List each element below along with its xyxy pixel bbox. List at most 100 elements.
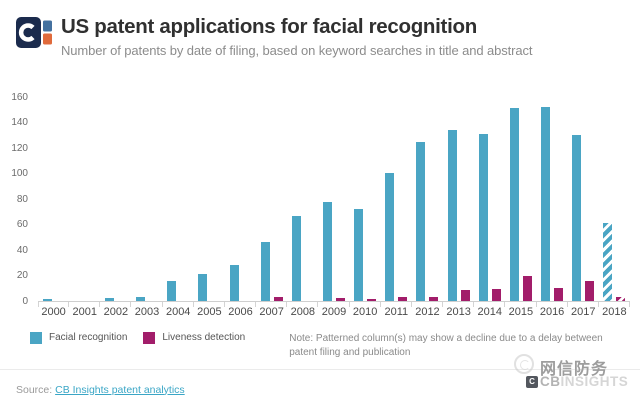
liveness-detection-bar-2014 — [491, 289, 501, 301]
plot-area — [38, 98, 631, 307]
liveness-detection-bar-2015 — [522, 276, 532, 301]
bar-group-2013 — [443, 98, 475, 307]
y-tick-label: 20 — [16, 270, 28, 282]
chart-subtitle: Number of patents by date of filing, bas… — [61, 42, 533, 58]
x-axis-label-2005: 2005 — [197, 305, 222, 318]
facial-recognition-bar-2006 — [229, 264, 239, 301]
bar-chart: 160 140 120 100 80 60 40 20 0 2000 2001 2002 2003 20… — [0, 92, 640, 318]
liveness-detection-bar-2017 — [585, 281, 595, 301]
y-tick-label: 120 — [11, 142, 28, 154]
x-axis-label-2003: 2003 — [134, 305, 160, 318]
liveness-detection-bar-2016 — [554, 287, 564, 301]
y-tick-label: 140 — [11, 117, 28, 129]
bar-group-2003 — [131, 98, 163, 307]
cb-insights-logo-icon — [16, 17, 52, 48]
x-axis-label-2018: 2018 — [602, 305, 627, 318]
watermark-brand: C CB INSIGHTS — [526, 374, 628, 389]
facial-recognition-bar-2009 — [322, 202, 332, 301]
liveness-detection-bar-2012 — [429, 296, 439, 301]
x-axis-label-2011: 2011 — [384, 305, 409, 318]
facial-recognition-bar-2003 — [136, 296, 146, 301]
legend: Facial recognition Liveness detection — [30, 331, 261, 344]
liveness-detection-bar-2013 — [460, 290, 470, 301]
facial-recognition-bar-2012 — [416, 142, 426, 301]
bar-group-2011 — [381, 98, 413, 307]
legend-label: Facial recognition — [49, 332, 128, 344]
liveness-detection-bar-2009 — [335, 298, 345, 301]
x-axis-label-2002: 2002 — [103, 305, 129, 318]
bar-group-2016 — [537, 98, 568, 307]
x-axis-label-2017: 2017 — [570, 305, 596, 318]
footer: Source: CB Insights patent analytics — [0, 370, 640, 396]
liveness-detection-bar-2011 — [398, 296, 408, 301]
legend-swatch-icon — [143, 331, 156, 344]
x-axis-label-2000: 2000 — [41, 305, 66, 318]
facial-recognition-bar-2015 — [509, 108, 519, 301]
x-axis-label-2004: 2004 — [165, 305, 191, 318]
watermark-chinese-text: 网信防务 — [540, 361, 609, 378]
bar-group-2014 — [474, 98, 506, 307]
bar-group-2008 — [287, 98, 319, 307]
x-axis-label-2001: 2001 — [72, 305, 97, 318]
facial-recognition-bar-2004 — [167, 281, 177, 301]
x-axis-label-2008: 2008 — [290, 305, 316, 318]
x-axis-label-2015: 2015 — [508, 305, 534, 318]
cb-insights-logo — [16, 17, 52, 53]
bar-group-2017 — [568, 98, 599, 307]
bar-group-2005 — [194, 98, 226, 307]
x-axis-label-2010: 2010 — [352, 305, 378, 318]
x-axis-label-2007: 2007 — [259, 305, 284, 318]
header: US patent applications for facial recogn… — [0, 0, 640, 58]
y-tick-label: 60 — [16, 219, 28, 231]
legend-swatch-icon — [30, 331, 42, 344]
y-tick-label: 0 — [22, 295, 28, 307]
x-axis-label-2006: 2006 — [228, 305, 253, 318]
bar-group-2007 — [256, 98, 288, 307]
facial-recognition-bar-2016 — [541, 106, 551, 301]
watermark-brand-cb: CB — [540, 374, 561, 389]
facial-recognition-bar-2013 — [447, 129, 457, 301]
x-axis-label-2013: 2013 — [446, 305, 471, 318]
x-axis-labels: 2000 2001 2002 2003 2004 2005 2006 2007 2008 2009… — [38, 306, 630, 318]
y-tick-label: 80 — [16, 193, 28, 205]
liveness-detection-bar-2018 — [616, 296, 626, 301]
bar-group-2006 — [225, 98, 257, 307]
facial-recognition-bar-2000 — [42, 299, 52, 301]
note-text: Note: Patterned column(s) may show a dec… — [289, 332, 603, 359]
bar-group-2000 — [38, 98, 70, 307]
x-axis-label-2009: 2009 — [321, 305, 347, 318]
watermark-brand-rest: INSIGHTS — [560, 374, 629, 389]
facial-recognition-bar-2005 — [198, 273, 208, 301]
bar-group-2002 — [100, 98, 132, 307]
legend-item: Liveness detection — [143, 331, 246, 344]
facial-recognition-bar-2008 — [291, 216, 301, 301]
legend-row: Facial recognition Liveness detection Not… — [0, 331, 640, 361]
facial-recognition-bar-2018 — [603, 222, 613, 301]
y-axis: 160 140 120 100 80 60 40 20 0 — [0, 92, 38, 307]
bar-group-2004 — [163, 98, 194, 307]
bar-group-2012 — [412, 98, 444, 307]
bar-group-2015 — [505, 98, 537, 307]
bar-group-2018 — [599, 98, 631, 307]
y-tick-label: 40 — [16, 244, 28, 256]
watermark: 网信防务 C CB INSIGHTS — [514, 354, 632, 398]
facial-recognition-bar-2002 — [104, 298, 114, 301]
facial-recognition-bar-2007 — [260, 241, 270, 301]
facial-recognition-bar-2014 — [478, 133, 488, 301]
source-link[interactable]: CB Insights patent analytics — [55, 383, 185, 396]
facial-recognition-bar-2017 — [572, 134, 582, 301]
bar-group-2001 — [69, 98, 101, 307]
liveness-detection-bar-2010 — [367, 299, 377, 301]
x-axis-label-2014: 2014 — [477, 305, 502, 318]
source-label: Source: — [16, 383, 53, 396]
page-title: US patent applications for facial recogn… — [61, 15, 477, 38]
facial-recognition-bar-2011 — [385, 173, 395, 301]
facial-recognition-bar-2010 — [354, 208, 364, 301]
watermark-logo-icon — [514, 354, 534, 374]
cbinsights-mark-icon: C — [526, 375, 538, 388]
liveness-detection-bar-2007 — [273, 296, 283, 301]
legend-label: Liveness detection — [162, 332, 246, 344]
x-axis-label-2016: 2016 — [539, 305, 565, 318]
x-axis-label-2012: 2012 — [415, 305, 440, 318]
y-tick-label: 160 — [11, 91, 28, 103]
